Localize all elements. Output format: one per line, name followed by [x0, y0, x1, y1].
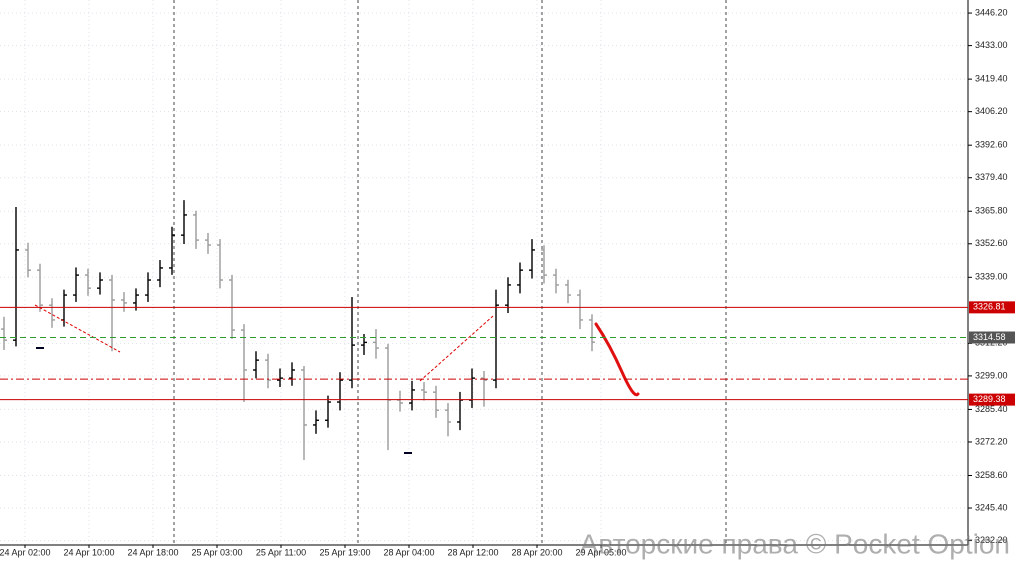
- x-tick-label: 24 Apr 02:00: [0, 547, 51, 557]
- y-tick-label: 3392.60: [975, 140, 1008, 150]
- price-label: 3326.81: [973, 302, 1006, 312]
- drawn-arrow: [594, 322, 640, 397]
- y-tick-label: 3379.40: [975, 172, 1008, 182]
- price-label-box: [969, 393, 1015, 406]
- x-tick-label: 25 Apr 19:00: [319, 547, 370, 557]
- zigzag: [34, 304, 121, 353]
- y-tick-label: 3433.00: [975, 40, 1008, 50]
- grid: [0, 0, 968, 545]
- x-tick-label: 25 Apr 03:00: [191, 547, 242, 557]
- price-label-box: [969, 331, 1015, 344]
- y-tick-label: 3285.40: [975, 404, 1008, 414]
- y-tick-label: 3352.60: [975, 238, 1008, 248]
- y-tick-label: 3258.60: [975, 470, 1008, 480]
- y-tick-label: 3406.20: [975, 106, 1008, 116]
- x-tick-label: 25 Apr 11:00: [256, 547, 306, 557]
- y-tick-label: 3245.40: [975, 502, 1008, 512]
- x-tick-label: 28 Apr 20:00: [511, 547, 562, 557]
- y-tick-label: 3232.20: [975, 535, 1008, 545]
- y-tick-label: 3446.20: [975, 7, 1008, 17]
- y-tick-label: 3339.00: [975, 272, 1008, 282]
- x-tick-label: 24 Apr 18:00: [127, 547, 178, 557]
- x-tick-label: 24 Apr 10:00: [63, 547, 114, 557]
- x-tick-label: 29 Apr 05:00: [575, 547, 626, 557]
- x-tick-label: 28 Apr 04:00: [383, 547, 434, 557]
- price-label: 3314.58: [973, 332, 1006, 342]
- price-label-box: [969, 301, 1015, 314]
- y-tick-label: 3365.80: [975, 206, 1008, 216]
- watermark: Авторские права © Pocket Option: [580, 528, 1010, 559]
- y-tick-label: 3419.40: [975, 73, 1008, 83]
- zigzag: [419, 315, 494, 382]
- y-tick-label: 3299.00: [975, 370, 1008, 380]
- y-tick-label: 3272.20: [975, 436, 1008, 446]
- x-tick-label: 28 Apr 12:00: [447, 547, 498, 557]
- price-label: 3289.38: [973, 394, 1006, 404]
